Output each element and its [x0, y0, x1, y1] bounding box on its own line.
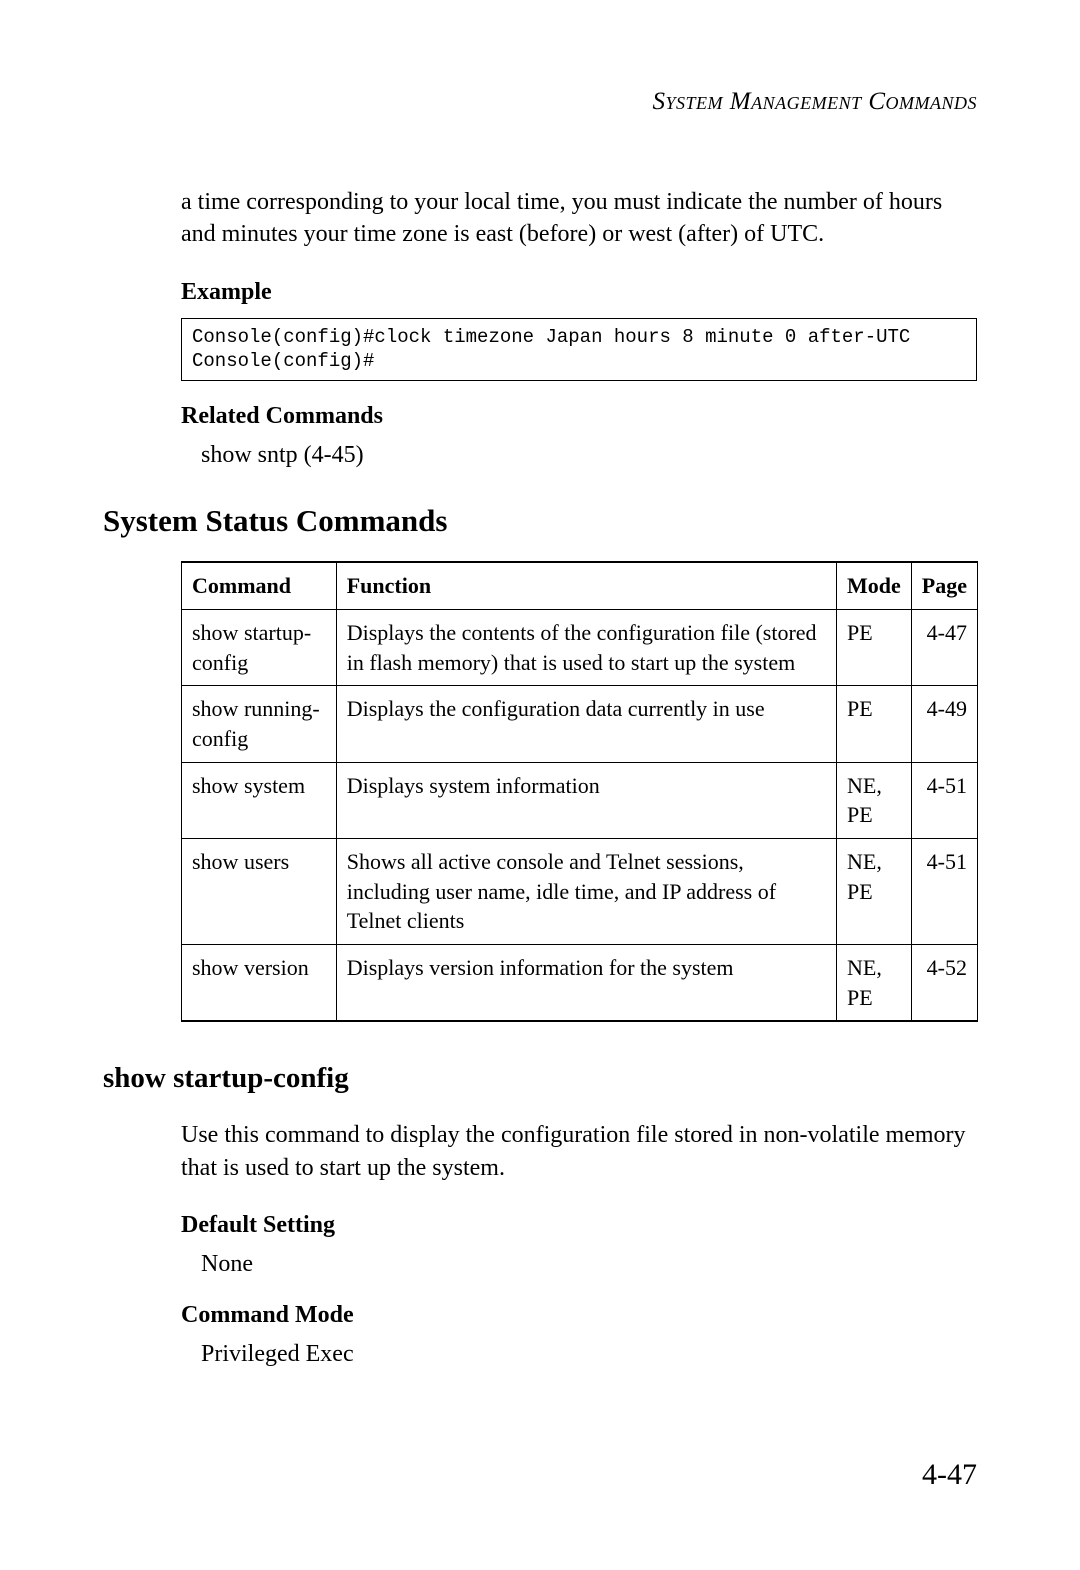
default-setting-value: None [201, 1251, 977, 1278]
cell-command: show startup-config [182, 609, 337, 685]
cell-command: show users [182, 838, 337, 944]
cell-page: 4-52 [911, 945, 977, 1022]
cell-function: Displays version information for the sys… [336, 945, 836, 1022]
cell-page: 4-51 [911, 838, 977, 944]
running-head: System Management Commands [103, 88, 977, 116]
table-row: show users Shows all active console and … [182, 838, 978, 944]
example-heading: Example [181, 279, 977, 306]
cell-page: 4-47 [911, 609, 977, 685]
cell-command: show system [182, 762, 337, 838]
command-mode-heading: Command Mode [181, 1302, 977, 1329]
cell-command: show version [182, 945, 337, 1022]
intro-paragraph: a time corresponding to your local time,… [181, 186, 977, 251]
cell-command: show running-config [182, 686, 337, 762]
table-row: show startup-config Displays the content… [182, 609, 978, 685]
commands-table: Command Function Mode Page show startup-… [181, 561, 978, 1022]
related-commands-heading: Related Commands [181, 403, 977, 430]
cell-function: Displays system information [336, 762, 836, 838]
command-heading: show startup-config [103, 1062, 977, 1095]
page-content: System Management Commands a time corres… [0, 0, 1080, 1462]
cell-page: 4-51 [911, 762, 977, 838]
cell-mode: PE [837, 686, 912, 762]
cell-mode: PE [837, 609, 912, 685]
cell-mode: NE, PE [837, 762, 912, 838]
cell-mode: NE, PE [837, 838, 912, 944]
cell-function: Shows all active console and Telnet sess… [336, 838, 836, 944]
command-description: Use this command to display the configur… [181, 1119, 977, 1184]
col-header-page: Page [911, 562, 977, 609]
cell-function: Displays the contents of the configurati… [336, 609, 836, 685]
col-header-command: Command [182, 562, 337, 609]
table-row: show running-config Displays the configu… [182, 686, 978, 762]
default-setting-heading: Default Setting [181, 1212, 977, 1239]
code-line: Console(config)#clock timezone Japan hou… [192, 326, 910, 348]
cell-page: 4-49 [911, 686, 977, 762]
table-header-row: Command Function Mode Page [182, 562, 978, 609]
col-header-function: Function [336, 562, 836, 609]
table-row: show version Displays version informatio… [182, 945, 978, 1022]
cell-mode: NE, PE [837, 945, 912, 1022]
table-row: show system Displays system information … [182, 762, 978, 838]
related-commands-text: show sntp (4-45) [201, 442, 977, 469]
cell-function: Displays the configuration data currentl… [336, 686, 836, 762]
code-line: Console(config)# [192, 350, 374, 372]
col-header-mode: Mode [837, 562, 912, 609]
page-number: 4-47 [922, 1458, 977, 1492]
section-title: System Status Commands [103, 503, 977, 539]
command-mode-value: Privileged Exec [201, 1341, 977, 1368]
code-example: Console(config)#clock timezone Japan hou… [181, 318, 977, 381]
